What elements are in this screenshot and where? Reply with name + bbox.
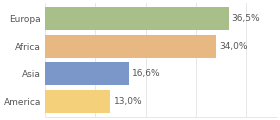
Bar (45, 7, 229, 30)
Bar (45, 35, 216, 57)
Text: 36,5%: 36,5% (232, 14, 260, 23)
Text: 34,0%: 34,0% (219, 42, 248, 51)
Bar (45, 63, 129, 85)
Text: 13,0%: 13,0% (113, 97, 142, 106)
Bar (45, 90, 110, 113)
Text: 16,6%: 16,6% (132, 69, 160, 78)
